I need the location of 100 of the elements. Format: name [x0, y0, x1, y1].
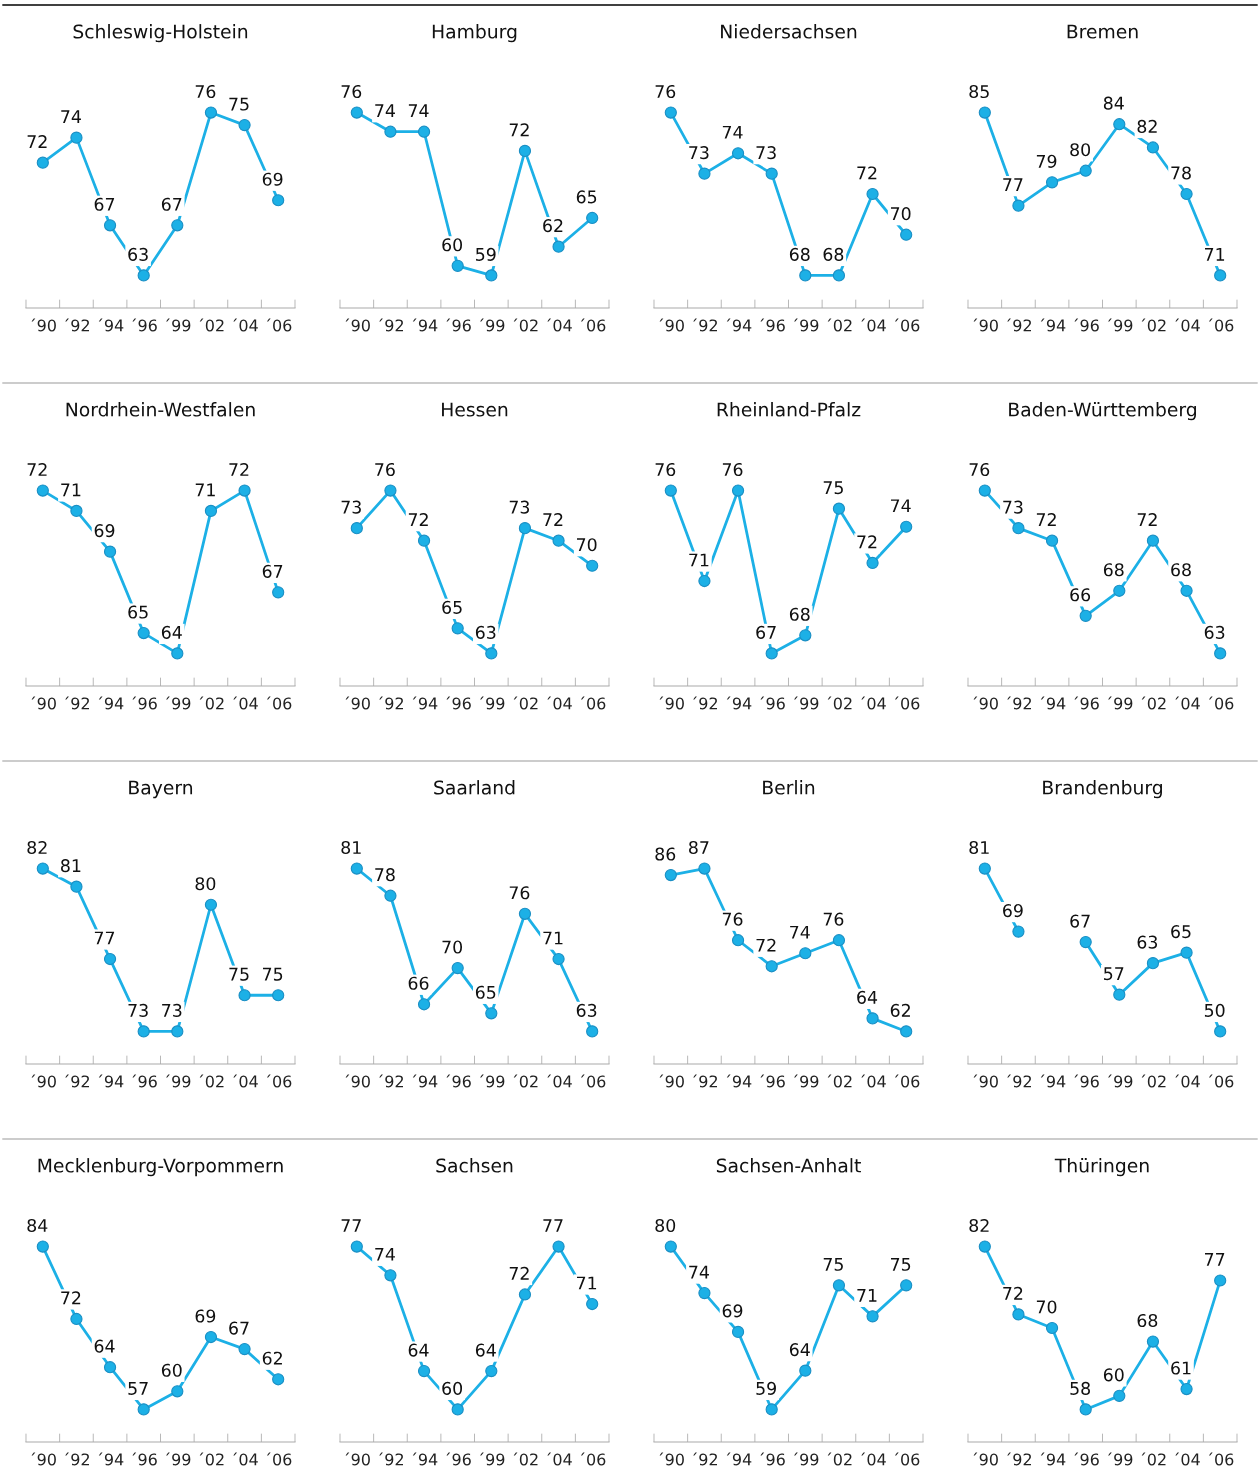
data-label: 64	[408, 1343, 429, 1357]
point	[384, 125, 397, 138]
x-tick-label: ´92	[379, 1452, 403, 1466]
data-label: 75	[229, 97, 249, 111]
point	[417, 998, 431, 1011]
point	[272, 1373, 285, 1386]
data-label: 71	[689, 553, 709, 567]
data-label: 74	[689, 1265, 709, 1279]
x-tick-label: ´04	[1175, 1452, 1200, 1466]
point	[1214, 1274, 1227, 1287]
x-tick-label: ´02	[827, 318, 852, 332]
x-tick-label: ´94	[98, 696, 124, 710]
chart-title: Niedersachsen	[721, 24, 857, 39]
point	[731, 1325, 745, 1338]
x-tick-label: ´99	[480, 1074, 505, 1088]
point	[36, 1240, 49, 1253]
point	[238, 989, 251, 1002]
x-tick-label: ´96	[1074, 318, 1099, 332]
x-tick-label: ´94	[1040, 318, 1066, 332]
point	[204, 106, 218, 119]
data-label: 63	[128, 247, 148, 261]
point	[1180, 187, 1193, 201]
point	[350, 522, 363, 535]
point	[171, 219, 184, 232]
point	[171, 1025, 184, 1038]
data-label: 73	[162, 1003, 182, 1017]
chart-title: Saarland	[434, 780, 515, 795]
data-label: 76	[722, 912, 743, 926]
data-label: 73	[509, 500, 530, 514]
x-tick-label: ´06	[266, 318, 292, 332]
point	[552, 952, 565, 966]
point	[1012, 1308, 1025, 1321]
chart-title: Bayern	[129, 780, 193, 799]
data-label: 60	[161, 1363, 182, 1377]
data-label: 62	[890, 1003, 910, 1017]
x-tick-label: ´96	[760, 1452, 785, 1466]
data-label: 87	[689, 840, 709, 855]
data-label: 74	[790, 925, 810, 939]
x-tick-label: ´02	[199, 1074, 224, 1088]
data-label: 71	[1205, 248, 1225, 261]
point	[1079, 936, 1092, 949]
data-label: 71	[195, 483, 215, 497]
x-tick-label: ´06	[580, 1452, 606, 1466]
x-tick-label: ´90	[973, 696, 998, 710]
data-label: 76	[722, 462, 743, 477]
data-label: 69	[94, 524, 115, 538]
point	[900, 520, 913, 533]
point	[900, 1025, 913, 1038]
x-tick-label: ´04	[861, 1452, 886, 1466]
data-label: 72	[61, 1291, 81, 1305]
x-tick-label: ´02	[1141, 696, 1166, 710]
point	[664, 484, 677, 497]
x-tick-label: ´06	[1208, 1452, 1234, 1466]
data-label: 68	[1137, 1313, 1158, 1328]
data-label: 64	[789, 1343, 810, 1357]
data-label: 76	[375, 462, 395, 477]
data-label: 62	[262, 1351, 282, 1365]
data-label: 65	[475, 985, 496, 999]
point	[36, 484, 49, 497]
chart-title: Bremen	[1067, 24, 1138, 39]
point	[451, 1403, 464, 1416]
data-label: 81	[61, 859, 81, 873]
point	[70, 1312, 83, 1326]
x-tick-label: ´04	[547, 318, 572, 332]
x-tick-label: ´99	[480, 1452, 505, 1466]
x-tick-label: ´92	[693, 696, 717, 710]
data-label: 73	[756, 146, 776, 160]
x-tick-label: ´90	[345, 318, 370, 332]
data-label: 68	[823, 247, 844, 261]
x-tick-label: ´90	[973, 1452, 998, 1466]
x-tick-label: ´92	[1007, 696, 1031, 710]
x-tick-label: ´04	[1175, 318, 1200, 332]
data-label: 69	[722, 1304, 743, 1318]
point	[552, 534, 565, 547]
x-tick-label: ´96	[446, 1074, 471, 1088]
point	[1214, 1025, 1227, 1038]
x-tick-label: ´02	[513, 318, 538, 332]
point	[103, 952, 117, 966]
x-tick-label: ´04	[1175, 1074, 1200, 1088]
point	[103, 1361, 117, 1374]
data-label: 76	[509, 886, 530, 900]
data-label: 69	[1003, 904, 1023, 918]
point	[238, 118, 251, 132]
x-tick-label: ´94	[412, 696, 438, 710]
point	[731, 934, 745, 947]
x-tick-label: ´90	[659, 1074, 684, 1088]
x-tick-label: ´02	[199, 318, 224, 332]
data-label: 72	[509, 123, 529, 137]
x-tick-label: ´90	[973, 318, 998, 332]
data-label: 75	[891, 1257, 911, 1271]
data-label: 77	[1003, 178, 1023, 191]
point	[1180, 946, 1193, 959]
data-label: 71	[577, 1276, 597, 1290]
data-label: 60	[442, 238, 463, 252]
point	[698, 862, 711, 875]
x-tick-label: ´94	[98, 318, 124, 332]
point	[417, 1364, 431, 1378]
data-label: 66	[408, 976, 429, 990]
point	[204, 1330, 218, 1344]
data-label: 84	[1103, 96, 1124, 110]
